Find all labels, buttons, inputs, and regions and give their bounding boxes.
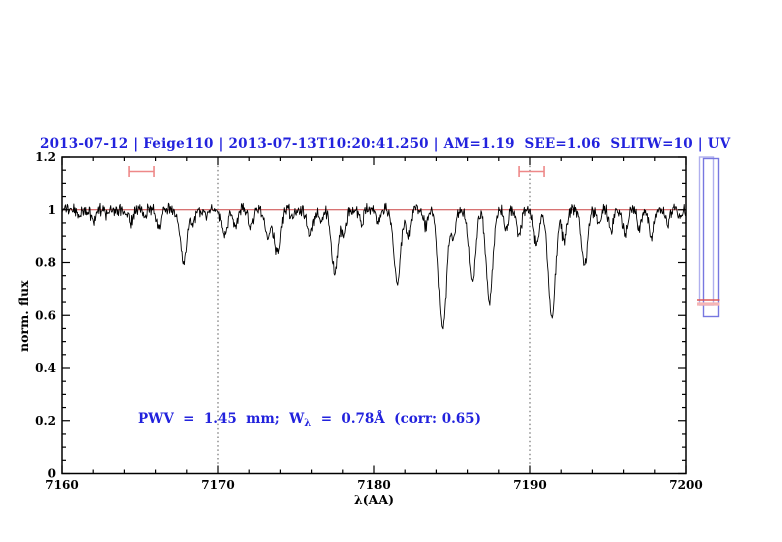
spectrum-trace — [61, 202, 687, 330]
y-tick-label: 0.4 — [35, 361, 56, 375]
x-tick-label: 7190 — [513, 478, 546, 492]
y-tick-label: 0.2 — [35, 414, 56, 428]
y-axis-label: norm. flux — [16, 280, 31, 352]
range-marker — [518, 166, 545, 178]
pwv-annotation: PWV = 1.45 mm; Wλ = 0.78Å (corr: 0.65) — [138, 411, 481, 429]
x-tick-label: 7160 — [45, 478, 78, 492]
pwv-annotation-prefix: PWV = 1.45 mm; W — [138, 411, 305, 427]
x-axis-label: λ(AA) — [354, 492, 394, 507]
side-gauge-outer — [698, 156, 715, 306]
side-gauge-inner — [702, 157, 720, 318]
y-tick-label: 1.2 — [35, 150, 56, 164]
pwv-annotation-subscript: λ — [304, 418, 312, 429]
x-tick-label: 7170 — [201, 478, 234, 492]
x-tick-label: 7180 — [357, 478, 390, 492]
x-tick-label: 7200 — [669, 478, 702, 492]
pwv-annotation-suffix: = 0.78Å (corr: 0.65) — [311, 411, 481, 427]
y-tick-label: 0.8 — [35, 256, 56, 270]
y-tick-label: 0 — [48, 467, 56, 481]
y-tick-label: 1 — [48, 203, 56, 217]
y-tick-label: 0.6 — [35, 308, 56, 322]
plot-title: 2013-07-12 | Feige110 | 2013-07-13T10:20… — [40, 136, 731, 152]
range-marker — [128, 166, 155, 178]
